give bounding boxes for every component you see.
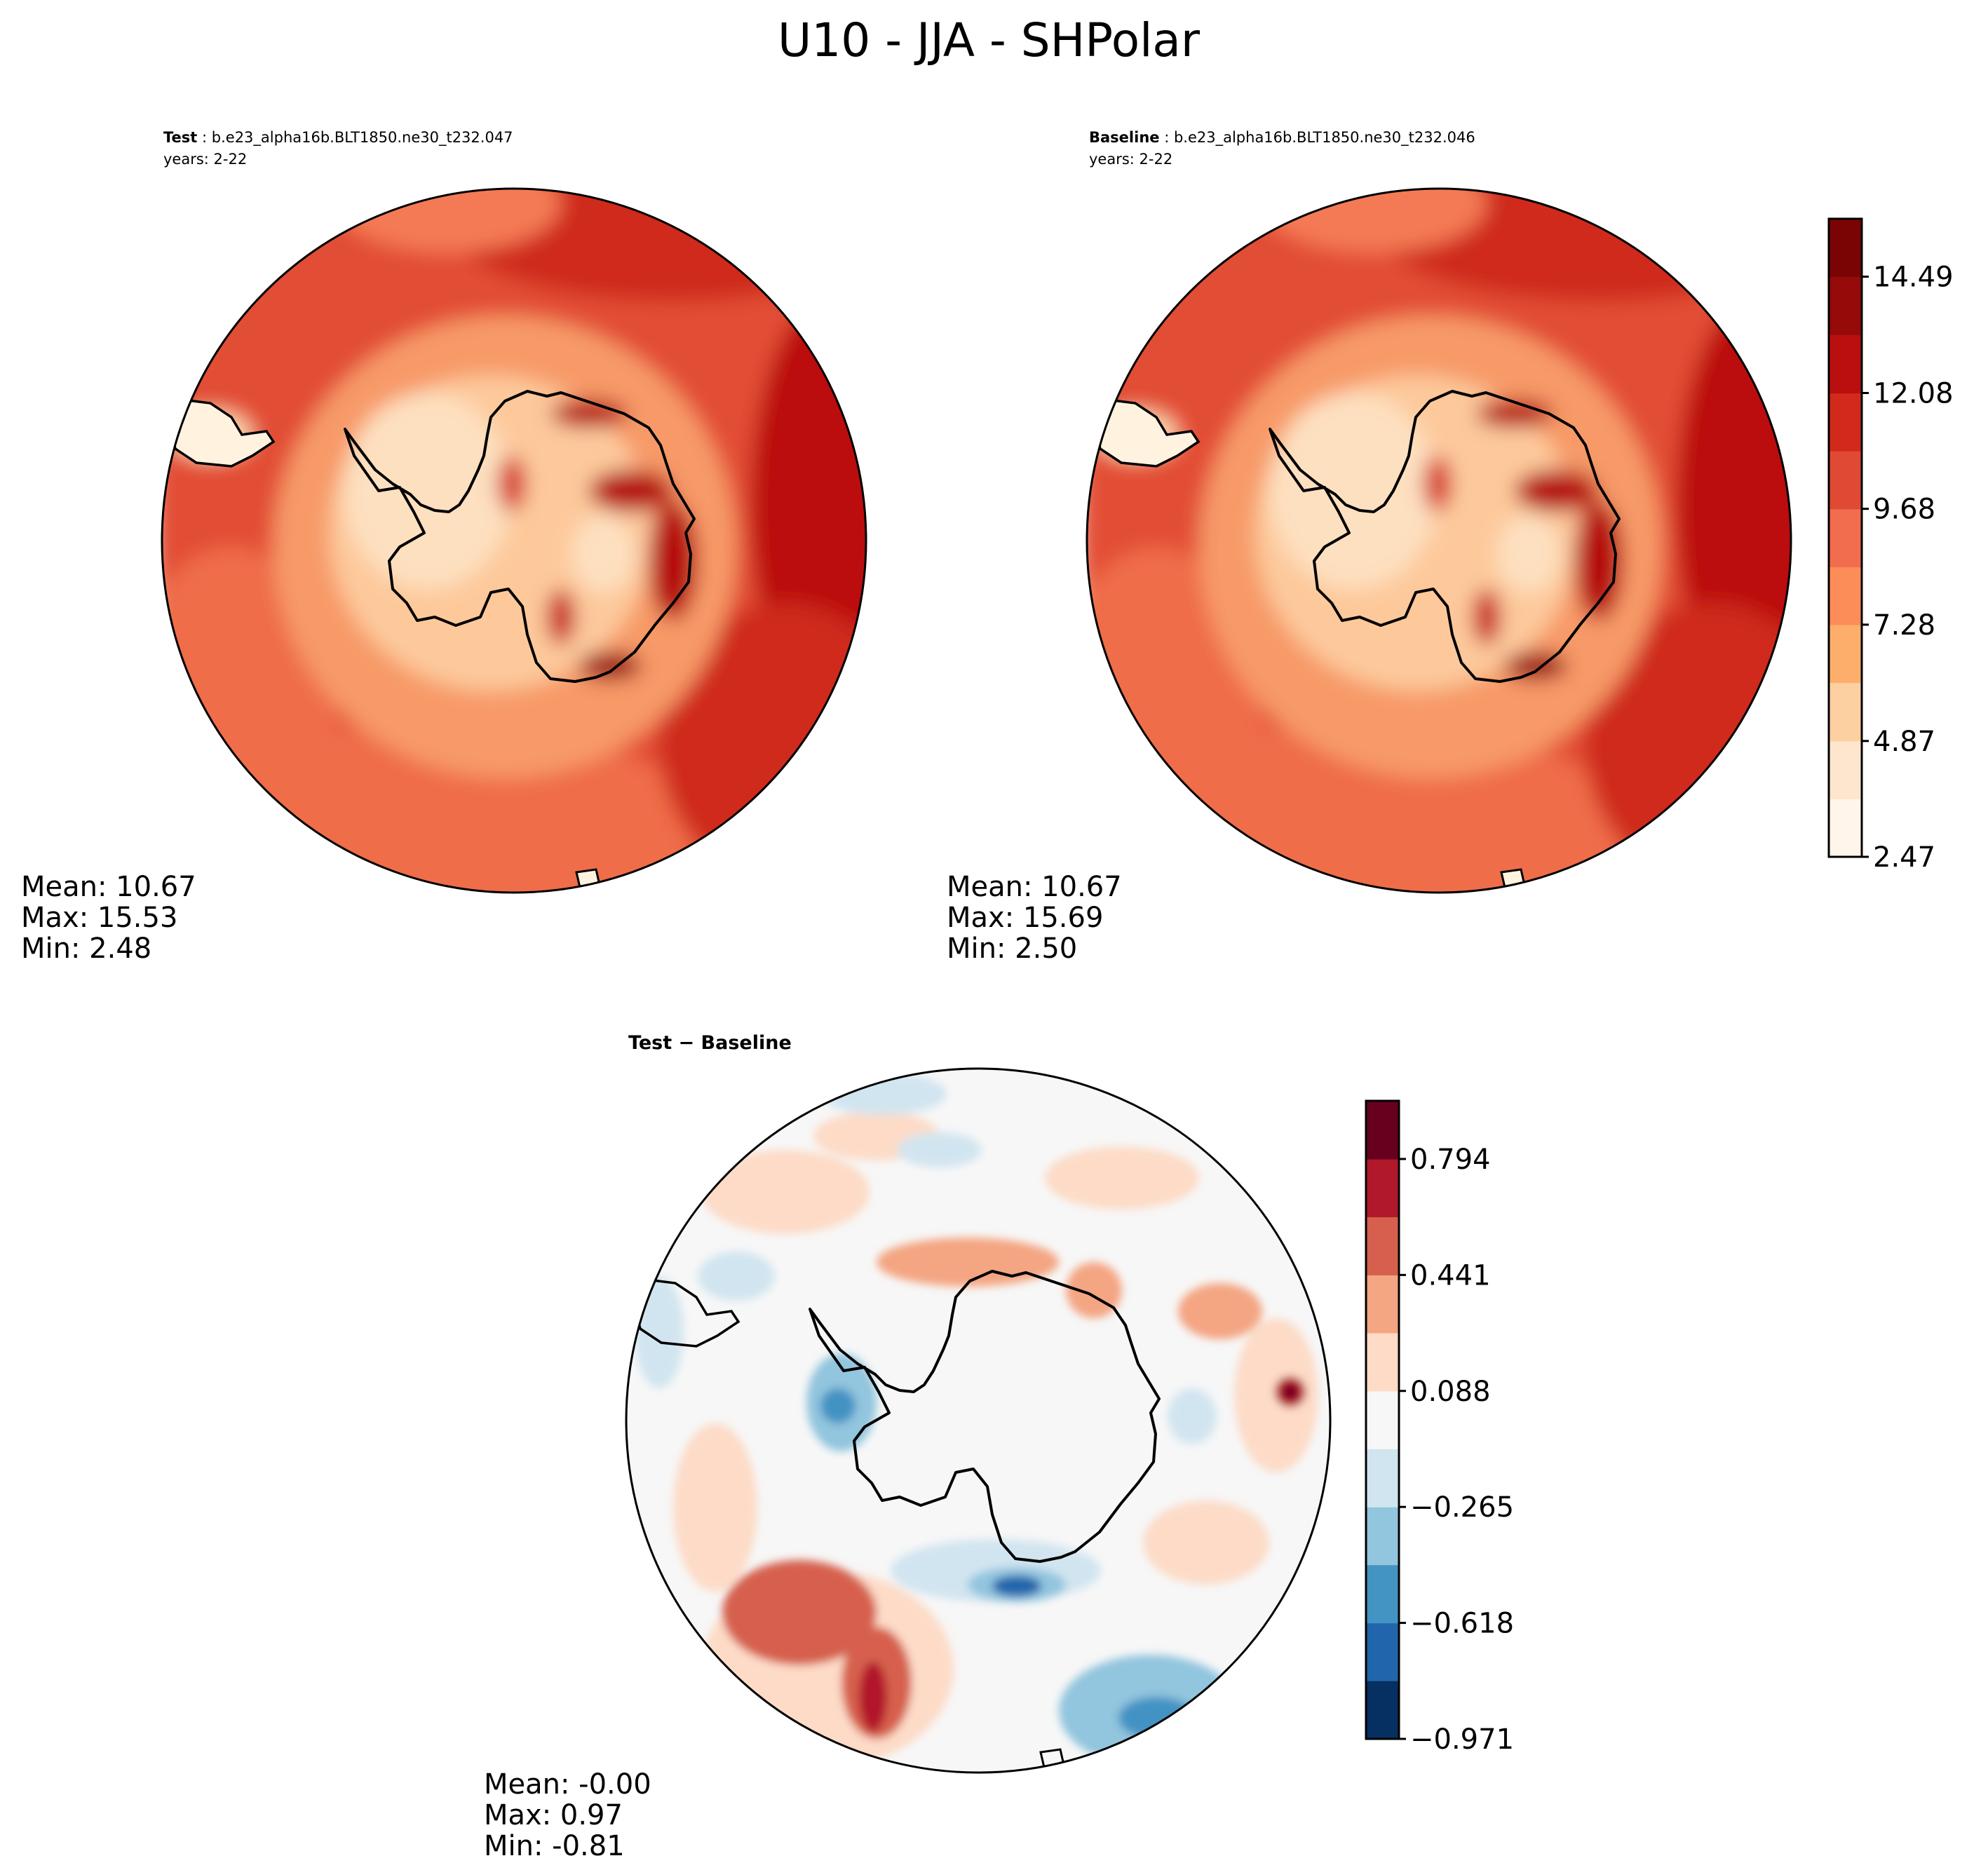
diff-colorbar-frame xyxy=(1365,1099,1400,1740)
test-max: Max: 15.53 xyxy=(21,902,177,934)
baseline-mean: Mean: 10.67 xyxy=(947,871,1122,903)
diff-mean: Mean: -0.00 xyxy=(484,1768,651,1801)
baseline-colorbar-tick-label: 2.47 xyxy=(1873,841,1935,874)
baseline-colorbar-segment xyxy=(1829,567,1862,625)
baseline-max: Max: 15.69 xyxy=(947,902,1103,934)
diff-antarctica-coastline xyxy=(809,1270,1161,1563)
diff-title: Test − Baseline xyxy=(628,1032,792,1054)
baseline-colorbar-frame xyxy=(1827,217,1863,858)
test-panel: Test : b.e23_alpha16b.BLT1850.ne30_t232.… xyxy=(21,129,867,965)
diff-colorbar-tick-label: −0.265 xyxy=(1410,1491,1514,1524)
diff-max: Max: 0.97 xyxy=(484,1799,623,1831)
figure-title: U10 - JJA - SHPolar xyxy=(778,13,1201,67)
test-map xyxy=(162,189,866,893)
baseline-colorbar-segment xyxy=(1829,219,1862,278)
diff-map xyxy=(626,1069,1330,1773)
baseline-colorbar-tick-label: 4.87 xyxy=(1873,726,1935,758)
test-antarctica-coastline xyxy=(344,390,696,683)
test-min: Min: 2.48 xyxy=(21,933,151,965)
diff-panel: Test − Baseline xyxy=(484,1032,1514,1862)
diff-colorbar-segment xyxy=(1366,1158,1399,1218)
diff-colorbar-tick-label: −0.618 xyxy=(1410,1608,1514,1640)
test-map-boundary xyxy=(161,187,867,894)
diff-colorbar-segment xyxy=(1366,1101,1399,1160)
baseline-colorbar-segment xyxy=(1829,740,1862,799)
test-stats: Mean: 10.67 Max: 15.53 Min: 2.48 xyxy=(21,871,196,965)
test-title-sep: : xyxy=(197,129,211,146)
baseline-title: Baseline : b.e23_alpha16b.BLT1850.ne30_t… xyxy=(1089,129,1475,147)
diff-colorbar-tick-label: 0.088 xyxy=(1410,1376,1491,1408)
diff-colorbar-segment xyxy=(1366,1275,1399,1334)
baseline-colorbar-tick-label: 7.28 xyxy=(1873,609,1935,642)
baseline-case-name: b.e23_alpha16b.BLT1850.ne30_t232.046 xyxy=(1174,129,1475,147)
baseline-years: years: 2-22 xyxy=(1089,151,1172,168)
diff-colorbar-segment xyxy=(1366,1217,1399,1275)
baseline-colorbar-segment xyxy=(1829,508,1862,567)
baseline-map-boundary xyxy=(1086,187,1792,894)
baseline-colorbar-tick-label: 12.08 xyxy=(1873,377,1954,409)
diff-colorbar: −0.971 −0.618 −0.265 0.088 0.441 0.794 xyxy=(1365,1099,1514,1756)
baseline-panel: Baseline : b.e23_alpha16b.BLT1850.ne30_t… xyxy=(947,129,1954,965)
baseline-colorbar-segment xyxy=(1829,276,1862,335)
baseline-antarctica-coastline xyxy=(1269,390,1621,683)
diff-colorbar-segment xyxy=(1366,1390,1399,1449)
baseline-colorbar-segment xyxy=(1829,682,1862,742)
baseline-colorbar-segment xyxy=(1829,393,1862,452)
diff-colorbar-segment xyxy=(1366,1507,1399,1566)
diff-colorbar-tick-label: 0.794 xyxy=(1410,1144,1491,1176)
baseline-colorbar-segment xyxy=(1829,799,1862,858)
diff-colorbar-tick-label: −0.971 xyxy=(1410,1723,1514,1756)
diff-colorbar-tick-label: 0.441 xyxy=(1410,1259,1491,1292)
test-title-label: Test xyxy=(163,129,197,146)
baseline-colorbar-segment xyxy=(1829,334,1862,394)
baseline-stats: Mean: 10.67 Max: 15.69 Min: 2.50 xyxy=(947,871,1122,965)
test-years: years: 2-22 xyxy=(163,151,247,168)
test-mean: Mean: 10.67 xyxy=(21,871,196,903)
diff-colorbar-segment xyxy=(1366,1449,1399,1507)
baseline-map xyxy=(1087,189,1791,893)
baseline-field xyxy=(1087,189,1791,893)
baseline-colorbar-tick-label: 14.49 xyxy=(1873,262,1954,294)
baseline-colorbar-tick-label: 9.68 xyxy=(1873,494,1935,526)
diff-colorbar-segment xyxy=(1366,1681,1399,1740)
baseline-title-label: Baseline xyxy=(1089,129,1160,146)
diff-colorbar-segment xyxy=(1366,1564,1399,1624)
test-case-name: b.e23_alpha16b.BLT1850.ne30_t232.047 xyxy=(212,129,513,147)
diff-stats: Mean: -0.00 Max: 0.97 Min: -0.81 xyxy=(484,1768,651,1862)
test-title: Test : b.e23_alpha16b.BLT1850.ne30_t232.… xyxy=(163,129,513,147)
baseline-colorbar: 2.47 4.87 7.28 9.68 12.08 14.49 xyxy=(1827,217,1954,874)
diff-colorbar-segment xyxy=(1366,1622,1399,1681)
test-field xyxy=(162,189,866,893)
baseline-title-sep: : xyxy=(1160,129,1174,146)
diff-colorbar-segment xyxy=(1366,1332,1399,1392)
baseline-min: Min: 2.50 xyxy=(947,933,1077,965)
baseline-colorbar-segment xyxy=(1829,624,1862,684)
diff-map-boundary xyxy=(625,1067,1332,1774)
diff-min: Min: -0.81 xyxy=(484,1830,625,1862)
baseline-colorbar-segment xyxy=(1829,451,1862,510)
